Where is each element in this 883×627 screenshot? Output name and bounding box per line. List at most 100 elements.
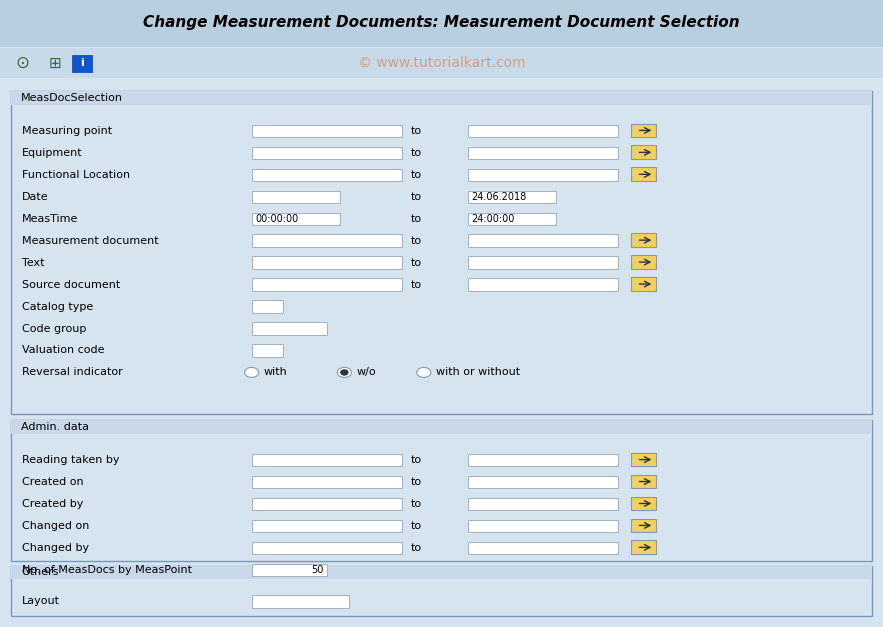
- Text: Measuring point: Measuring point: [22, 126, 112, 136]
- Text: Others: Others: [21, 567, 58, 577]
- FancyBboxPatch shape: [0, 0, 883, 47]
- FancyBboxPatch shape: [252, 300, 283, 313]
- Text: Functional Location: Functional Location: [22, 170, 130, 180]
- FancyBboxPatch shape: [468, 169, 618, 181]
- FancyBboxPatch shape: [468, 256, 618, 269]
- Text: Created on: Created on: [22, 477, 84, 487]
- Text: w/o: w/o: [357, 367, 376, 377]
- FancyBboxPatch shape: [252, 213, 340, 225]
- Text: to: to: [411, 521, 422, 531]
- FancyBboxPatch shape: [631, 519, 656, 532]
- Text: Valuation code: Valuation code: [22, 345, 104, 356]
- FancyBboxPatch shape: [252, 454, 402, 466]
- Text: Layout: Layout: [22, 596, 60, 606]
- FancyBboxPatch shape: [468, 498, 618, 510]
- FancyBboxPatch shape: [11, 566, 872, 579]
- Text: Date: Date: [22, 192, 49, 202]
- Text: ⊞: ⊞: [49, 56, 61, 71]
- FancyBboxPatch shape: [0, 48, 883, 78]
- FancyBboxPatch shape: [468, 191, 556, 203]
- FancyBboxPatch shape: [631, 145, 656, 159]
- FancyBboxPatch shape: [11, 91, 872, 414]
- Circle shape: [341, 370, 348, 375]
- Text: to: to: [411, 543, 422, 553]
- Text: to: to: [411, 126, 422, 136]
- FancyBboxPatch shape: [468, 125, 618, 137]
- FancyBboxPatch shape: [631, 453, 656, 466]
- Text: Admin. data: Admin. data: [21, 422, 89, 432]
- FancyBboxPatch shape: [252, 322, 327, 335]
- FancyBboxPatch shape: [252, 125, 402, 137]
- FancyBboxPatch shape: [468, 542, 618, 554]
- FancyBboxPatch shape: [11, 566, 872, 616]
- Text: Catalog type: Catalog type: [22, 302, 94, 312]
- FancyBboxPatch shape: [252, 520, 402, 532]
- Text: to: to: [411, 258, 422, 268]
- FancyBboxPatch shape: [252, 564, 327, 576]
- Text: 24.06.2018: 24.06.2018: [472, 192, 527, 202]
- Text: to: to: [411, 236, 422, 246]
- FancyBboxPatch shape: [252, 498, 402, 510]
- FancyBboxPatch shape: [468, 213, 556, 225]
- FancyBboxPatch shape: [252, 278, 402, 291]
- Text: Created by: Created by: [22, 499, 84, 509]
- Text: to: to: [411, 214, 422, 224]
- Text: Changed on: Changed on: [22, 521, 89, 531]
- FancyBboxPatch shape: [252, 344, 283, 357]
- Text: Text: Text: [22, 258, 44, 268]
- FancyBboxPatch shape: [252, 256, 402, 269]
- Text: Measurement document: Measurement document: [22, 236, 159, 246]
- Text: Change Measurement Documents: Measurement Document Selection: Change Measurement Documents: Measuremen…: [143, 15, 740, 30]
- Circle shape: [337, 367, 351, 377]
- Text: to: to: [411, 170, 422, 180]
- Text: with: with: [264, 367, 288, 377]
- Text: No. of MeasDocs by MeasPoint: No. of MeasDocs by MeasPoint: [22, 565, 192, 575]
- FancyBboxPatch shape: [468, 454, 618, 466]
- FancyBboxPatch shape: [631, 475, 656, 488]
- FancyBboxPatch shape: [631, 497, 656, 510]
- Text: 00:00:00: 00:00:00: [255, 214, 298, 224]
- Text: to: to: [411, 192, 422, 202]
- FancyBboxPatch shape: [631, 255, 656, 269]
- Circle shape: [417, 367, 431, 377]
- FancyBboxPatch shape: [631, 167, 656, 181]
- Text: to: to: [411, 455, 422, 465]
- Text: MeasDocSelection: MeasDocSelection: [21, 93, 124, 103]
- FancyBboxPatch shape: [631, 540, 656, 554]
- FancyBboxPatch shape: [468, 476, 618, 488]
- FancyBboxPatch shape: [11, 91, 872, 105]
- FancyBboxPatch shape: [252, 234, 402, 247]
- FancyBboxPatch shape: [72, 55, 92, 72]
- FancyBboxPatch shape: [631, 277, 656, 291]
- Text: 50: 50: [311, 565, 323, 575]
- FancyBboxPatch shape: [468, 147, 618, 159]
- Text: i: i: [80, 58, 84, 68]
- Text: Equipment: Equipment: [22, 148, 83, 158]
- Text: Changed by: Changed by: [22, 543, 89, 553]
- Text: to: to: [411, 280, 422, 290]
- Text: Reading taken by: Reading taken by: [22, 455, 119, 465]
- Text: to: to: [411, 477, 422, 487]
- FancyBboxPatch shape: [631, 233, 656, 247]
- FancyBboxPatch shape: [468, 278, 618, 291]
- Text: to: to: [411, 148, 422, 158]
- Text: Source document: Source document: [22, 280, 120, 290]
- FancyBboxPatch shape: [252, 191, 340, 203]
- Text: 24:00:00: 24:00:00: [472, 214, 515, 224]
- FancyBboxPatch shape: [252, 169, 402, 181]
- FancyBboxPatch shape: [252, 476, 402, 488]
- Text: ⊙: ⊙: [15, 55, 29, 72]
- FancyBboxPatch shape: [252, 147, 402, 159]
- FancyBboxPatch shape: [252, 542, 402, 554]
- FancyBboxPatch shape: [11, 420, 872, 561]
- FancyBboxPatch shape: [468, 234, 618, 247]
- FancyBboxPatch shape: [252, 595, 349, 608]
- Text: Code group: Code group: [22, 324, 87, 334]
- Text: MeasTime: MeasTime: [22, 214, 79, 224]
- Text: Reversal indicator: Reversal indicator: [22, 367, 123, 377]
- FancyBboxPatch shape: [468, 520, 618, 532]
- FancyBboxPatch shape: [11, 420, 872, 434]
- Circle shape: [245, 367, 259, 377]
- Text: © www.tutorialkart.com: © www.tutorialkart.com: [358, 56, 525, 70]
- FancyBboxPatch shape: [631, 124, 656, 137]
